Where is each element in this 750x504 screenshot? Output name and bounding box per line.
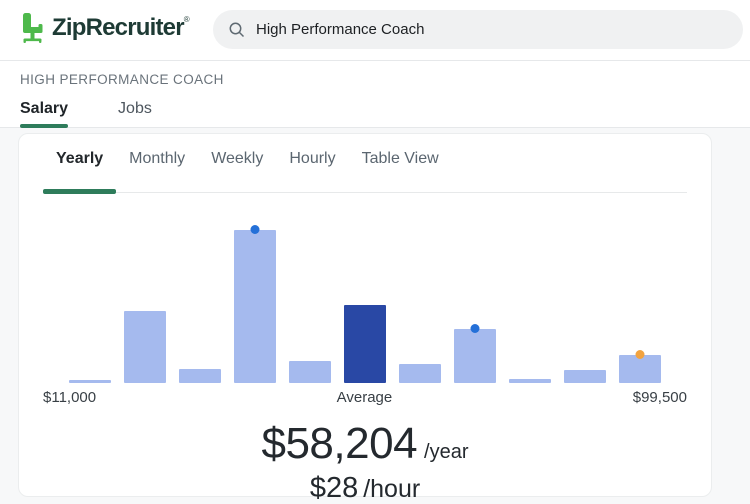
orange-data-point-marker [635, 350, 645, 359]
yearly-unit: /year [424, 441, 469, 463]
tab-salary[interactable]: Salary [20, 100, 69, 128]
registered-mark: ® [183, 14, 190, 24]
hourly-unit: /hour [363, 475, 421, 503]
brand-name: ZipRecruiter [52, 13, 185, 41]
search-icon [228, 21, 246, 39]
tab-hourly[interactable]: Hourly [289, 150, 336, 167]
main-area: Yearly Monthly Weekly Hourly Table View $11,… [0, 128, 750, 504]
salary-bar-3[interactable] [179, 369, 221, 383]
salary-bar-2[interactable] [124, 311, 166, 383]
salary-summary: $58,204/year $28/hour [43, 419, 687, 504]
search-input[interactable]: High Performance Coach [213, 10, 743, 49]
average-hourly-salary: $28 [309, 472, 359, 504]
tab-table-view[interactable]: Table View [361, 150, 439, 167]
salary-bar-11[interactable] [619, 350, 661, 383]
tab-yearly[interactable]: Yearly [43, 151, 117, 194]
axis-average-label: Average [336, 389, 393, 406]
salary-bar-5[interactable] [289, 361, 331, 383]
tab-monthly[interactable]: Monthly [129, 150, 186, 167]
salary-bar-average[interactable] [344, 305, 386, 383]
salary-bar-1[interactable] [69, 380, 111, 383]
salary-bar-10[interactable] [564, 370, 606, 383]
ziprecruiter-logo[interactable]: ZipRecruiter® [22, 12, 190, 48]
salary-jobs-tabs: Salary Jobs [20, 100, 750, 128]
job-title-section: HIGH PERFORMANCE COACH Salary Jobs [0, 61, 750, 128]
salary-distribution-chart [43, 193, 687, 383]
period-tabs: Yearly Monthly Weekly Hourly Table View [43, 134, 687, 194]
salary-card: Yearly Monthly Weekly Hourly Table View $11,… [18, 133, 712, 504]
blue-data-point-marker [470, 324, 480, 333]
salary-bar-9[interactable] [509, 379, 551, 383]
tab-jobs[interactable]: Jobs [118, 100, 152, 117]
site-header: ZipRecruiter® High Performance Coach [0, 0, 750, 61]
search-value: High Performance Coach [256, 21, 425, 38]
axis-max-label: $99,500 [632, 389, 687, 406]
chair-icon [22, 12, 47, 48]
average-yearly-salary: $58,204 [261, 419, 418, 468]
chart-axis-labels: $11,000 Average $99,500 [43, 389, 687, 406]
page-title: HIGH PERFORMANCE COACH [20, 72, 224, 87]
blue-data-point-marker [250, 225, 260, 234]
salary-bar-7[interactable] [399, 364, 441, 383]
salary-bar-8[interactable] [454, 324, 496, 383]
tab-weekly[interactable]: Weekly [211, 150, 264, 167]
axis-min-label: $11,000 [43, 389, 97, 406]
salary-bar-4[interactable] [234, 225, 276, 383]
